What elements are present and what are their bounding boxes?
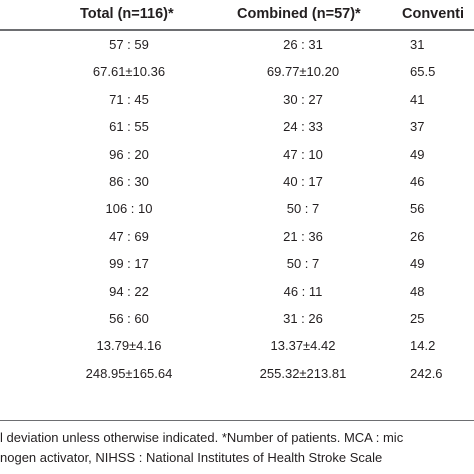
cell-total: 106 : 10: [105, 201, 153, 217]
table-row: 106 : 10 50 : 7 56: [0, 195, 474, 222]
table-row: 57 : 59 26 : 31 31: [0, 31, 474, 58]
table-row: 96 : 20 47 : 10 49: [0, 141, 474, 168]
cell-total: 67.61±10.36: [92, 64, 166, 80]
cell-conventional: 56: [410, 201, 425, 217]
cell-conventional: 14.2: [410, 338, 436, 354]
cell-combined: 26 : 31: [283, 37, 323, 52]
header-combined: Combined (n=57)*: [237, 6, 361, 22]
table-row: 99 : 17 50 : 7 49: [0, 250, 474, 277]
cell-combined: 46 : 11: [283, 283, 323, 299]
cell-total: 47 : 69: [109, 228, 149, 244]
table-row: 47 : 69 21 : 36 26: [0, 223, 474, 250]
cell-total: 86 : 30: [109, 173, 149, 189]
cell-combined: 40 : 17: [283, 173, 323, 189]
cell-total: 13.79±4.16: [96, 338, 162, 354]
cell-combined: 50 : 7: [286, 256, 320, 272]
cell-total: 96 : 20: [109, 146, 149, 162]
cell-combined: 47 : 10: [283, 146, 323, 162]
table-row: 94 : 22 46 : 11 48: [0, 278, 474, 305]
footnote-line-1: l deviation unless otherwise indicated. …: [0, 430, 404, 445]
cell-total: 99 : 17: [109, 256, 149, 272]
cell-conventional: 49: [410, 256, 425, 272]
cell-combined: 21 : 36: [283, 228, 323, 244]
cell-conventional: 46: [410, 173, 425, 189]
cell-conventional: 49: [410, 146, 425, 162]
cell-total: 61 : 55: [109, 119, 149, 135]
cell-combined: 50 : 7: [286, 201, 320, 217]
table-row: 67.61±10.36 69.77±10.20 65.5: [0, 58, 474, 85]
cell-conventional: 48: [410, 283, 425, 299]
cell-total: 94 : 22: [109, 283, 149, 299]
cell-combined: 30 : 27: [283, 91, 323, 107]
table-row: 61 : 55 24 : 33 37: [0, 113, 474, 140]
header-total: Total (n=116)*: [80, 6, 174, 22]
table-footnote: l deviation unless otherwise indicated. …: [0, 428, 474, 468]
cell-total: 57 : 59: [109, 37, 149, 52]
cell-combined: 31 : 26: [283, 310, 323, 326]
table-row: 86 : 30 40 : 17 46: [0, 168, 474, 195]
cell-conventional: 31: [410, 37, 425, 52]
table-row: 56 : 60 31 : 26 25: [0, 305, 474, 332]
cell-conventional: 242.6: [410, 365, 443, 381]
footnote-line-2: nogen activator, NIHSS : National Instit…: [0, 450, 383, 465]
table-bottom-rule: [0, 420, 474, 421]
cell-conventional: 37: [410, 119, 425, 135]
table-row: 248.95±165.64 255.32±213.81 242.6: [0, 360, 474, 387]
cell-total: 56 : 60: [109, 310, 149, 326]
cell-combined: 255.32±213.81: [259, 365, 347, 381]
cell-combined: 24 : 33: [283, 119, 323, 135]
table-row: 71 : 45 30 : 27 41: [0, 86, 474, 113]
cell-conventional: 25: [410, 310, 425, 326]
cell-total: 248.95±165.64: [85, 365, 173, 381]
table-body: 57 : 59 26 : 31 31 67.61±10.36 69.77±10.20 65…: [0, 31, 474, 387]
cell-conventional: 26: [410, 228, 425, 244]
cell-combined: 69.77±10.20: [266, 64, 340, 80]
header-conventional: Conventi: [402, 6, 465, 22]
table-row: 13.79±4.16 13.37±4.42 14.2: [0, 332, 474, 359]
cell-combined: 13.37±4.42: [270, 338, 336, 354]
cell-conventional: 65.5: [410, 64, 436, 80]
table-header-row: Total (n=116)* Combined (n=57)* Conventi: [0, 0, 474, 31]
cell-conventional: 41: [410, 91, 425, 107]
cell-total: 71 : 45: [109, 91, 149, 107]
